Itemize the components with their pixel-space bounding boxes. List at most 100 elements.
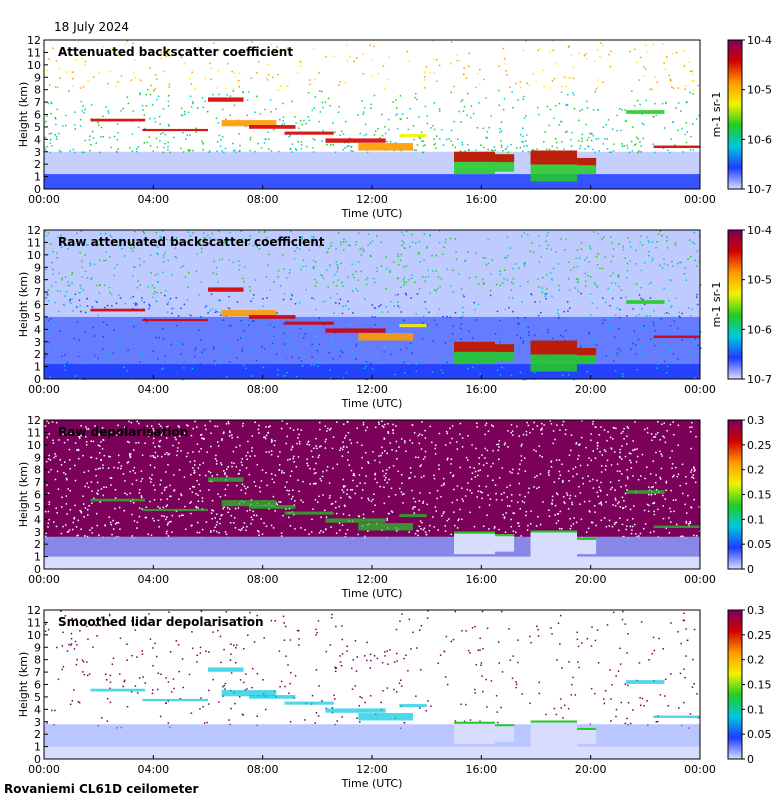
speckle bbox=[308, 444, 311, 446]
speckle bbox=[450, 41, 453, 43]
speckle bbox=[409, 107, 411, 110]
speckle bbox=[642, 75, 645, 77]
speckle bbox=[561, 85, 563, 88]
speckle bbox=[593, 282, 596, 284]
speckle bbox=[565, 329, 567, 332]
speckle bbox=[207, 470, 210, 473]
speckle bbox=[361, 467, 363, 469]
speckle bbox=[512, 310, 514, 313]
speckle bbox=[215, 530, 218, 533]
speckle bbox=[404, 292, 407, 295]
speckle bbox=[226, 475, 228, 478]
speckle bbox=[636, 448, 638, 450]
speckle bbox=[148, 613, 150, 615]
speckle bbox=[587, 274, 589, 277]
speckle bbox=[481, 491, 483, 494]
speckle bbox=[531, 149, 534, 151]
speckle bbox=[227, 421, 230, 423]
speckle bbox=[420, 131, 423, 134]
speckle bbox=[664, 441, 667, 444]
speckle bbox=[470, 116, 472, 119]
speckle bbox=[109, 436, 111, 438]
speckle bbox=[599, 489, 601, 491]
speckle bbox=[151, 474, 153, 476]
speckle bbox=[246, 525, 248, 528]
speckle bbox=[602, 81, 604, 83]
speckle bbox=[470, 105, 473, 107]
speckle bbox=[504, 329, 506, 332]
speckle bbox=[630, 532, 633, 535]
speckle bbox=[539, 523, 542, 526]
speckle bbox=[340, 350, 342, 352]
speckle bbox=[650, 433, 653, 435]
speckle bbox=[196, 443, 199, 445]
speckle bbox=[154, 74, 157, 76]
speckle bbox=[129, 241, 132, 244]
speckle bbox=[134, 346, 137, 348]
speckle bbox=[273, 326, 275, 329]
speckle bbox=[662, 494, 664, 497]
speckle bbox=[666, 312, 668, 314]
speckle bbox=[425, 329, 428, 332]
speckle bbox=[461, 437, 464, 439]
speckle bbox=[341, 716, 343, 718]
speckle bbox=[432, 124, 434, 127]
speckle bbox=[180, 114, 183, 116]
speckle bbox=[680, 642, 682, 645]
speckle bbox=[248, 473, 251, 476]
speckle bbox=[87, 638, 89, 640]
speckle bbox=[689, 430, 692, 433]
speckle bbox=[512, 282, 515, 285]
speckle bbox=[596, 444, 599, 447]
speckle bbox=[536, 625, 538, 627]
speckle bbox=[630, 340, 632, 343]
speckle bbox=[397, 372, 400, 374]
speckle bbox=[234, 507, 237, 510]
speckle bbox=[265, 471, 267, 474]
speckle bbox=[618, 285, 620, 288]
speckle bbox=[47, 422, 50, 424]
speckle bbox=[449, 62, 452, 65]
speckle bbox=[124, 616, 127, 618]
speckle bbox=[44, 352, 47, 355]
speckle bbox=[188, 313, 191, 316]
speckle bbox=[289, 721, 292, 723]
speckle bbox=[253, 481, 256, 483]
speckle bbox=[330, 503, 333, 505]
speckle bbox=[668, 517, 670, 519]
speckle bbox=[315, 712, 318, 714]
speckle bbox=[624, 109, 626, 111]
speckle bbox=[54, 709, 56, 712]
speckle bbox=[396, 458, 398, 460]
speckle bbox=[315, 669, 318, 671]
speckle bbox=[381, 425, 384, 427]
speckle bbox=[661, 423, 663, 426]
speckle bbox=[558, 284, 560, 287]
speckle bbox=[643, 66, 645, 68]
speckle bbox=[277, 73, 279, 76]
speckle bbox=[78, 291, 80, 294]
speckle bbox=[538, 261, 541, 263]
speckle bbox=[575, 278, 578, 280]
speckle bbox=[588, 457, 590, 459]
speckle bbox=[401, 613, 403, 615]
speckle bbox=[100, 126, 103, 129]
speckle bbox=[618, 243, 620, 245]
speckle bbox=[129, 322, 131, 325]
speckle bbox=[348, 244, 350, 247]
speckle bbox=[152, 517, 154, 520]
speckle bbox=[584, 285, 587, 287]
speckle bbox=[612, 611, 615, 614]
speckle bbox=[205, 650, 207, 653]
speckle bbox=[371, 316, 374, 318]
speckle bbox=[508, 628, 510, 630]
speckle bbox=[263, 141, 266, 144]
speckle bbox=[288, 493, 290, 496]
speckle bbox=[535, 80, 537, 83]
speckle bbox=[648, 241, 650, 243]
speckle bbox=[354, 640, 357, 642]
speckle bbox=[62, 430, 64, 432]
colorbar bbox=[727, 39, 743, 190]
speckle bbox=[69, 509, 72, 511]
speckle bbox=[70, 432, 72, 434]
